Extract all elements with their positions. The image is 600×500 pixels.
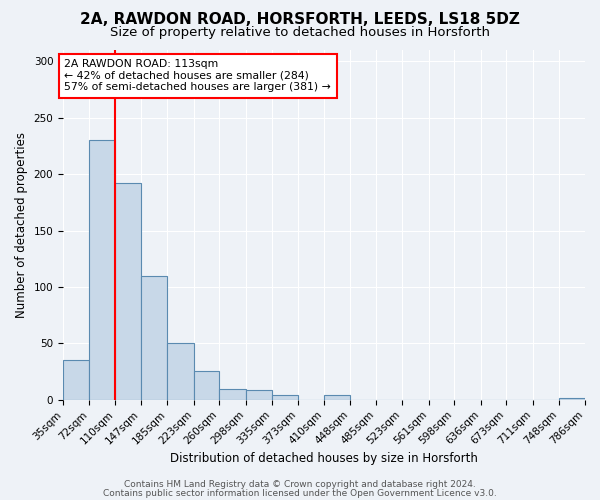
Bar (194, 370, 220, 400)
Text: 2A, RAWDON ROAD, HORSFORTH, LEEDS, LS18 5DZ: 2A, RAWDON ROAD, HORSFORTH, LEEDS, LS18 … (80, 12, 520, 28)
Bar (63, 360, 89, 400)
Text: Size of property relative to detached houses in Horsforth: Size of property relative to detached ho… (110, 26, 490, 39)
Bar (89, 140, 115, 400)
Bar (246, 390, 272, 400)
Bar (141, 276, 167, 400)
Bar (167, 344, 194, 400)
Bar (220, 388, 246, 400)
Text: Contains HM Land Registry data © Crown copyright and database right 2024.: Contains HM Land Registry data © Crown c… (124, 480, 476, 489)
Bar (323, 396, 350, 400)
Text: 2A RAWDON ROAD: 113sqm
← 42% of detached houses are smaller (284)
57% of semi-de: 2A RAWDON ROAD: 113sqm ← 42% of detached… (64, 59, 331, 92)
Text: Contains public sector information licensed under the Open Government Licence v3: Contains public sector information licen… (103, 488, 497, 498)
Bar (559, 398, 585, 400)
X-axis label: Distribution of detached houses by size in Horsforth: Distribution of detached houses by size … (170, 452, 478, 465)
Bar (115, 183, 141, 400)
Bar (272, 396, 298, 400)
Y-axis label: Number of detached properties: Number of detached properties (15, 132, 28, 318)
